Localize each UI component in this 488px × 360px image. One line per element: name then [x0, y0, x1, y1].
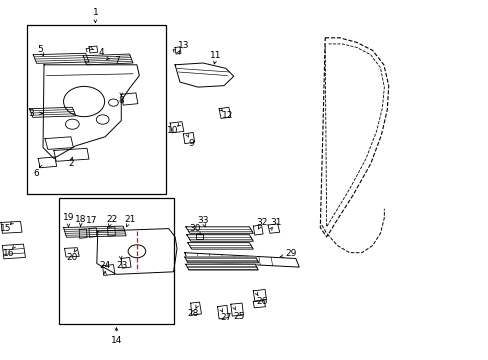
Polygon shape: [184, 253, 299, 267]
Text: 10: 10: [167, 126, 179, 135]
Polygon shape: [107, 227, 115, 236]
Text: 1: 1: [92, 8, 98, 17]
Polygon shape: [253, 301, 265, 308]
Bar: [27, 25, 166, 194]
Text: 18: 18: [75, 215, 86, 224]
Bar: [59, 198, 173, 324]
Polygon shape: [63, 226, 126, 237]
Polygon shape: [217, 305, 228, 319]
Text: 3: 3: [28, 109, 34, 118]
Polygon shape: [186, 235, 253, 241]
Polygon shape: [89, 228, 97, 237]
Text: 33: 33: [197, 216, 208, 225]
Polygon shape: [175, 47, 181, 54]
Text: 15: 15: [0, 224, 12, 233]
Polygon shape: [121, 93, 138, 105]
Text: 31: 31: [270, 218, 282, 227]
Polygon shape: [175, 63, 233, 87]
Polygon shape: [79, 229, 87, 238]
Text: 17: 17: [86, 216, 98, 225]
Text: 9: 9: [188, 139, 194, 148]
Polygon shape: [185, 264, 258, 270]
Text: 12: 12: [221, 111, 233, 120]
Polygon shape: [1, 221, 22, 233]
Polygon shape: [320, 38, 388, 237]
Text: 16: 16: [3, 249, 15, 258]
Polygon shape: [253, 225, 263, 235]
Polygon shape: [187, 243, 253, 249]
Polygon shape: [64, 248, 79, 257]
Text: 19: 19: [62, 213, 74, 222]
Polygon shape: [45, 137, 73, 149]
Polygon shape: [89, 46, 98, 53]
Text: 27: 27: [220, 313, 231, 322]
Polygon shape: [83, 54, 133, 65]
Polygon shape: [190, 302, 201, 315]
Polygon shape: [121, 257, 131, 268]
Text: 22: 22: [105, 215, 117, 224]
Text: 11: 11: [210, 51, 222, 60]
Polygon shape: [230, 303, 243, 316]
Polygon shape: [219, 107, 230, 118]
Text: 13: 13: [177, 40, 189, 49]
Text: 23: 23: [116, 261, 128, 270]
Polygon shape: [184, 257, 258, 263]
Polygon shape: [97, 229, 177, 274]
Text: 25: 25: [232, 311, 244, 320]
Polygon shape: [170, 122, 183, 133]
Polygon shape: [183, 132, 194, 144]
Text: 20: 20: [66, 253, 78, 262]
Text: 5: 5: [37, 45, 43, 54]
Polygon shape: [33, 53, 89, 63]
Polygon shape: [102, 265, 115, 275]
Polygon shape: [267, 224, 279, 233]
Text: 26: 26: [255, 297, 267, 306]
Bar: [195, 234, 203, 239]
Text: 21: 21: [123, 215, 135, 224]
Text: 2: 2: [68, 159, 74, 168]
Text: 24: 24: [99, 261, 111, 270]
Polygon shape: [185, 227, 253, 233]
Polygon shape: [29, 107, 76, 117]
Text: 32: 32: [255, 218, 267, 227]
Polygon shape: [253, 289, 266, 301]
Text: 28: 28: [187, 309, 199, 318]
Text: 7: 7: [114, 56, 120, 65]
Text: 6: 6: [34, 169, 40, 178]
Text: 30: 30: [188, 224, 200, 233]
Polygon shape: [2, 244, 25, 259]
Polygon shape: [54, 148, 89, 161]
Polygon shape: [38, 157, 57, 168]
Text: 29: 29: [285, 249, 296, 258]
Text: 8: 8: [118, 96, 124, 105]
Text: 4: 4: [99, 48, 104, 57]
Text: 14: 14: [110, 336, 122, 345]
Polygon shape: [43, 65, 139, 158]
